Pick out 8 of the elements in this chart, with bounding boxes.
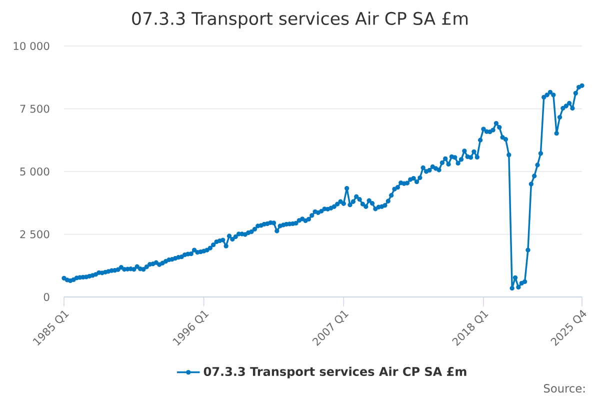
y-tick-label: 7 500 [20, 104, 50, 113]
y-tick-label: 5 000 [20, 167, 50, 176]
y-tick-label: 10 000 [14, 42, 50, 50]
y-tick-label: 0 [44, 292, 50, 302]
legend-label: 07.3.3 Transport services Air CP SA £m [204, 366, 466, 378]
chart-title: 07.3.3 Transport services Air CP SA £m [132, 12, 468, 28]
y-tick-label: 2 500 [20, 230, 50, 238]
source-note: Source: [544, 384, 585, 393]
